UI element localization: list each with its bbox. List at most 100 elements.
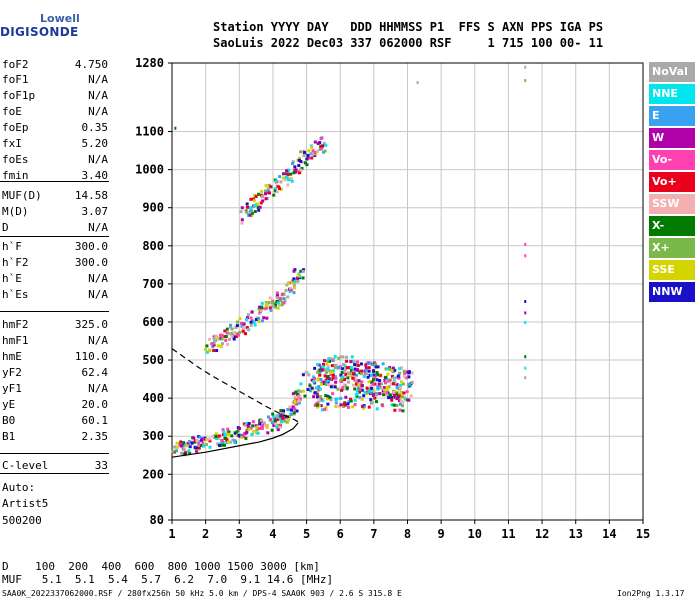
- echo-point: [370, 386, 374, 390]
- param-value: N/A: [88, 105, 108, 118]
- echo-point: [198, 435, 202, 439]
- echo-point: [259, 201, 263, 205]
- legend-item-vo: Vo+: [649, 172, 695, 192]
- param-hf: h`F 300.0: [2, 240, 108, 255]
- echo-point: [270, 301, 274, 305]
- echo-point: [395, 390, 399, 394]
- echo-point: [340, 371, 344, 375]
- echo-point: [397, 399, 401, 403]
- echo-point: [390, 374, 394, 378]
- echo-point: [336, 387, 340, 391]
- header-line-1: Station YYYY DAY DDD HHMMSS P1 FFS S AXN…: [213, 20, 604, 34]
- echo-point: [273, 301, 277, 305]
- echo-point: [370, 373, 374, 377]
- echo-point: [322, 380, 326, 384]
- echo-point: [378, 373, 382, 377]
- echo-point: [326, 367, 330, 371]
- echo-point: [221, 428, 225, 432]
- echo-point: [346, 376, 350, 380]
- echo-point: [317, 363, 321, 367]
- echo-point: [252, 320, 256, 324]
- echo-point: [315, 392, 319, 396]
- echo-point: [253, 210, 257, 214]
- echo-point: [245, 318, 249, 322]
- echo-point: [357, 386, 361, 390]
- echo-point: [294, 395, 298, 399]
- echo-point: [204, 347, 208, 351]
- echo-point: [376, 385, 380, 389]
- echo-point: [294, 170, 298, 174]
- echo-point: [269, 417, 273, 421]
- param-label: hmF1: [2, 334, 29, 347]
- param-label: foEp: [2, 121, 29, 134]
- echo-point: [182, 441, 186, 445]
- echo-point: [333, 385, 337, 389]
- echo-point: [207, 437, 211, 441]
- echo-point: [375, 400, 379, 404]
- echo-point: [371, 369, 375, 373]
- echo-point: [278, 296, 282, 300]
- echo-point: [235, 430, 239, 434]
- echo-point: [329, 373, 333, 377]
- echo-point: [402, 391, 406, 395]
- echo-point: [279, 299, 283, 303]
- echo-point: [289, 177, 293, 181]
- echo-point: [278, 423, 282, 427]
- echo-point: [188, 440, 192, 444]
- param-fof1: foF1 N/A: [2, 73, 108, 88]
- x-tick-label: 9: [438, 527, 445, 541]
- echo-point: [349, 374, 353, 378]
- param-value: 3.40: [81, 169, 109, 182]
- echo-point: [227, 432, 231, 436]
- echo-point: [341, 355, 345, 359]
- echo-point: [349, 399, 353, 403]
- echo-point: [314, 386, 318, 390]
- legend-item-e: E: [649, 106, 695, 126]
- echo-point: [261, 199, 265, 203]
- echo-point: [265, 424, 269, 428]
- y-tick-label: 1280: [135, 56, 164, 70]
- echo-point: [273, 189, 277, 193]
- echo-point: [271, 299, 275, 303]
- echo-point: [389, 382, 393, 386]
- echo-point: [363, 390, 367, 394]
- echo-point: [395, 403, 399, 407]
- echo-point: [387, 379, 391, 383]
- echo-point: [317, 404, 321, 408]
- echo-point: [225, 327, 229, 331]
- echo-point: [365, 371, 369, 375]
- echo-point: [192, 436, 196, 440]
- echo-point: [369, 398, 373, 402]
- isolated-echo-point: [524, 311, 527, 315]
- echo-point: [260, 319, 264, 323]
- echo-point: [342, 362, 346, 366]
- echo-point: [325, 397, 329, 401]
- echo-point: [378, 386, 382, 390]
- echo-point: [367, 369, 371, 373]
- echo-point: [374, 365, 378, 369]
- echo-point: [398, 402, 402, 406]
- echo-point: [205, 350, 209, 354]
- echo-point: [313, 403, 317, 407]
- echo-point: [244, 431, 248, 435]
- echo-point: [299, 269, 303, 273]
- echo-point: [310, 386, 314, 390]
- isolated-echo-point: [524, 65, 527, 69]
- echo-point: [309, 152, 313, 156]
- echo-point: [227, 430, 231, 434]
- echo-point: [273, 305, 277, 309]
- echo-point: [265, 316, 269, 320]
- x-tick-label: 11: [501, 527, 515, 541]
- echo-point: [286, 178, 290, 182]
- echo-point: [260, 308, 264, 312]
- echo-point: [228, 440, 232, 444]
- echo-point: [269, 185, 273, 189]
- echo-point: [366, 375, 370, 379]
- echo-point: [337, 356, 341, 360]
- echo-point: [347, 400, 351, 404]
- echo-point: [249, 206, 253, 210]
- echo-point: [286, 281, 290, 285]
- param-label: yF1: [2, 382, 22, 395]
- echo-point: [292, 291, 296, 295]
- x-tick-label: 5: [303, 527, 310, 541]
